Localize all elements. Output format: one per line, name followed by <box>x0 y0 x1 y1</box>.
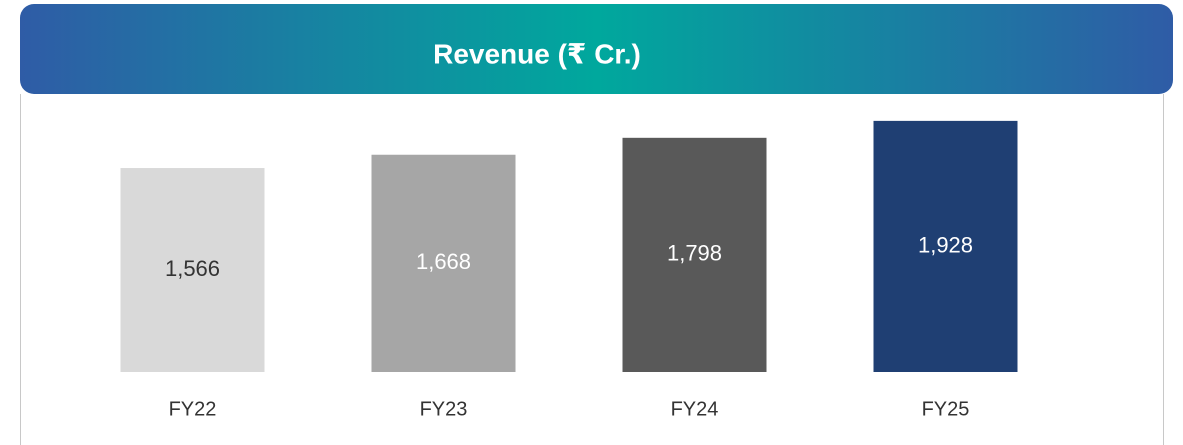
bar <box>371 154 516 372</box>
x-tick-label: FY23 <box>420 398 468 420</box>
value-label: 1,668 <box>416 249 471 274</box>
value-label: 1,928 <box>918 232 973 257</box>
value-label: 1,566 <box>165 256 220 281</box>
bar <box>120 168 265 372</box>
x-tick-label: FY25 <box>922 398 970 420</box>
bar <box>622 137 767 372</box>
panel-border <box>20 94 1164 445</box>
value-label: 1,798 <box>667 241 722 266</box>
chart-title: Revenue (₹ Cr.) <box>433 38 641 69</box>
header-band <box>20 4 1173 94</box>
x-tick-label: FY22 <box>169 398 217 420</box>
x-tick-label: FY24 <box>671 398 719 420</box>
bar <box>873 120 1018 373</box>
